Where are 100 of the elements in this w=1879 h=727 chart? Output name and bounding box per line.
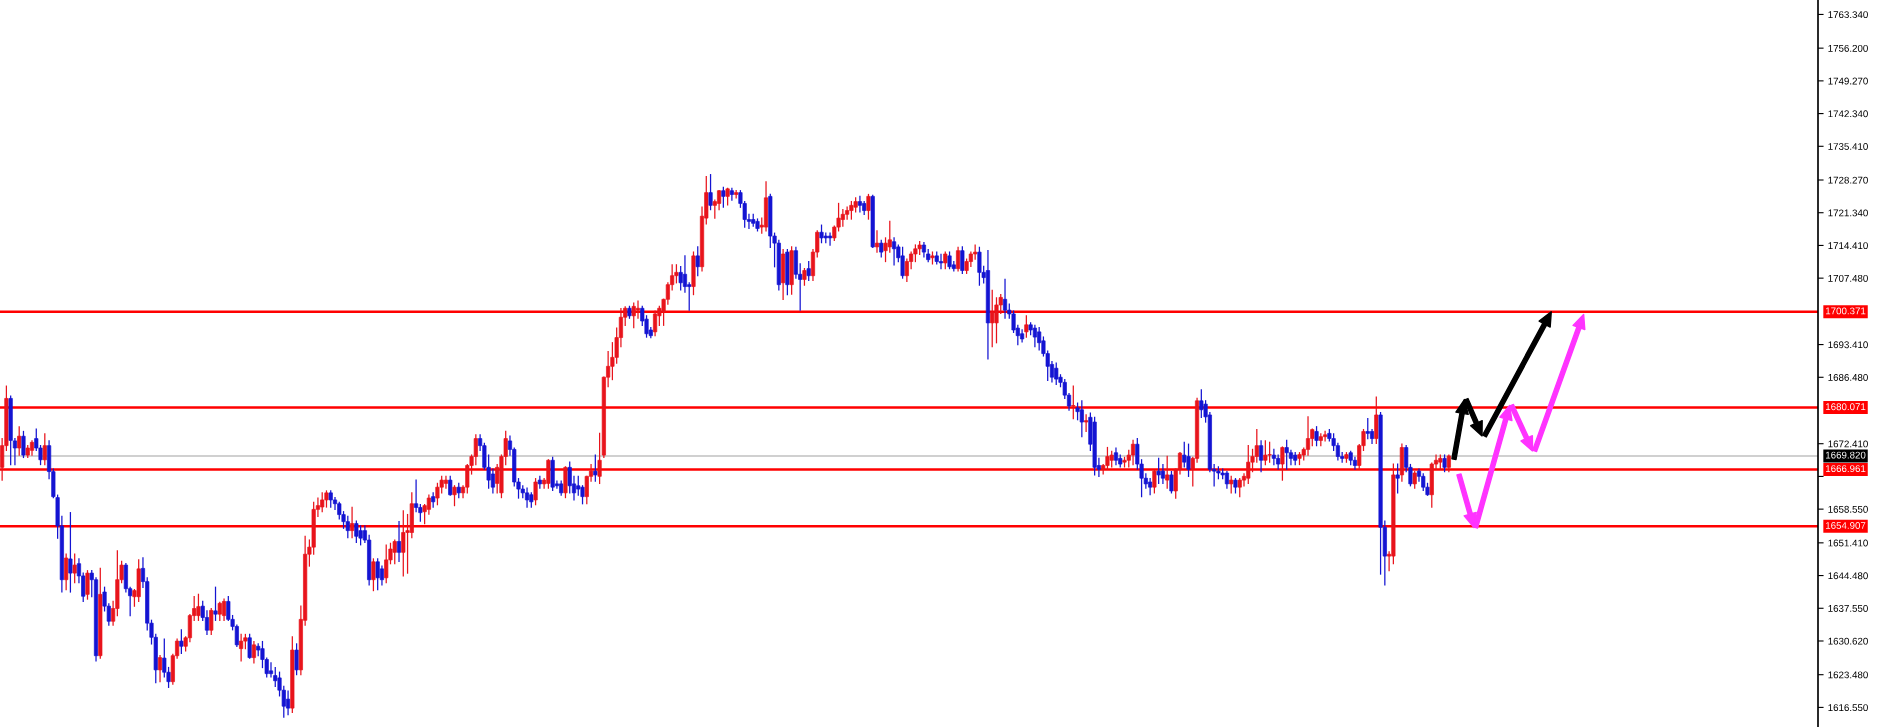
candlestick bbox=[251, 640, 256, 664]
y-tick-label: 1714.410 bbox=[1828, 242, 1868, 250]
candlestick bbox=[179, 629, 184, 654]
ref-line-label: 1669.820 bbox=[1826, 451, 1866, 459]
candlestick bbox=[990, 289, 995, 348]
candlestick bbox=[960, 246, 965, 274]
candlestick bbox=[72, 553, 77, 584]
candlestick bbox=[874, 230, 880, 253]
candlestick bbox=[345, 515, 350, 539]
candlestick bbox=[1160, 463, 1165, 485]
candlestick bbox=[1263, 440, 1268, 466]
candlestick bbox=[1156, 457, 1161, 485]
candlestick bbox=[682, 255, 688, 293]
candlestick bbox=[1054, 362, 1059, 385]
y-tick-label: 1721.340 bbox=[1828, 209, 1868, 217]
candlestick bbox=[1374, 396, 1379, 444]
candlestick bbox=[1365, 418, 1370, 440]
candlestick bbox=[631, 302, 636, 329]
candlestick bbox=[268, 662, 274, 678]
candlestick bbox=[533, 478, 538, 506]
candlestick bbox=[1246, 445, 1251, 485]
candlestick bbox=[597, 432, 602, 485]
ref-line-label: 1700.371 bbox=[1826, 307, 1866, 315]
candlestick bbox=[1352, 456, 1358, 470]
candlestick bbox=[354, 520, 359, 544]
candlestick bbox=[414, 479, 419, 513]
candlestick bbox=[695, 246, 700, 277]
candlestick bbox=[1280, 446, 1285, 481]
y-tick-label: 1686.480 bbox=[1828, 374, 1868, 381]
candlestick bbox=[490, 468, 495, 494]
candlestick bbox=[68, 512, 73, 593]
candlestick bbox=[426, 494, 431, 515]
candlestick bbox=[452, 485, 457, 507]
candlestick bbox=[392, 539, 397, 565]
candlestick bbox=[866, 193, 871, 220]
candlestick bbox=[1152, 470, 1157, 494]
y-tick-label: 1644.480 bbox=[1828, 572, 1868, 580]
candlestick bbox=[1271, 448, 1276, 466]
candlestick bbox=[1284, 439, 1289, 470]
candlestick bbox=[42, 433, 47, 466]
candlestick bbox=[729, 187, 734, 201]
candlestick bbox=[793, 246, 798, 279]
candlestick bbox=[1084, 414, 1089, 433]
candlestick bbox=[213, 586, 218, 621]
y-tick-label: 1672.410 bbox=[1828, 440, 1868, 448]
candlestick bbox=[17, 426, 22, 456]
candlestick bbox=[384, 544, 389, 584]
candlestick bbox=[21, 430, 26, 459]
candlestick bbox=[806, 260, 811, 282]
candlestick bbox=[85, 570, 90, 600]
y-tick-label: 1693.410 bbox=[1828, 341, 1868, 349]
candlestick bbox=[635, 300, 641, 319]
y-tick-label: 1728.270 bbox=[1828, 176, 1868, 184]
candlestick bbox=[358, 525, 363, 546]
candlestick bbox=[1079, 400, 1084, 438]
candlestick bbox=[247, 633, 252, 659]
y-tick-label: 1623.480 bbox=[1828, 671, 1868, 679]
ref-line-label: 1666.961 bbox=[1826, 465, 1866, 473]
candlestick bbox=[448, 475, 453, 496]
y-tick-label: 1756.200 bbox=[1828, 44, 1868, 52]
y-tick-label: 1637.550 bbox=[1828, 605, 1868, 612]
candlestick bbox=[537, 475, 542, 489]
candlestick bbox=[1186, 443, 1191, 477]
candlestick bbox=[977, 246, 982, 286]
candlestick bbox=[350, 506, 355, 539]
candlestick bbox=[401, 510, 406, 577]
candlestick bbox=[708, 174, 713, 211]
candlestick bbox=[1071, 385, 1076, 420]
y-tick-label: 1735.410 bbox=[1828, 143, 1868, 150]
candlestick bbox=[379, 565, 385, 586]
candlestick bbox=[371, 558, 376, 592]
y-tick-label: 1707.480 bbox=[1828, 274, 1868, 282]
candlestick bbox=[593, 454, 598, 482]
candlestick bbox=[443, 475, 449, 489]
candlestick bbox=[1165, 455, 1170, 489]
ref-line-label: 1680.071 bbox=[1826, 403, 1866, 411]
y-tick-label: 1658.550 bbox=[1828, 505, 1868, 513]
y-tick-label: 1630.620 bbox=[1828, 637, 1868, 645]
candlestick bbox=[653, 310, 658, 337]
candlestick bbox=[1169, 470, 1174, 494]
candlestick bbox=[1395, 463, 1400, 494]
candlestick bbox=[209, 607, 214, 636]
y-tick-label: 1616.550 bbox=[1828, 704, 1868, 712]
candlestick bbox=[1267, 441, 1272, 463]
y-tick-label: 1651.410 bbox=[1828, 539, 1868, 547]
y-tick-label: 1742.340 bbox=[1828, 110, 1868, 118]
candlestick bbox=[546, 459, 551, 489]
candlestick bbox=[900, 246, 905, 279]
y-tick-label: 1749.270 bbox=[1828, 77, 1868, 85]
candlestick bbox=[196, 593, 201, 621]
candlestick bbox=[320, 492, 325, 513]
candlestick bbox=[157, 655, 163, 683]
candlestick bbox=[721, 186, 726, 208]
candlestick bbox=[1024, 315, 1029, 338]
candlestick bbox=[396, 521, 402, 562]
candlestick bbox=[1314, 426, 1319, 447]
candlestick bbox=[294, 643, 299, 676]
candlestick bbox=[375, 558, 380, 591]
ref-line-label: 1654.907 bbox=[1826, 522, 1866, 529]
y-tick-label: 1763.340 bbox=[1828, 11, 1868, 19]
